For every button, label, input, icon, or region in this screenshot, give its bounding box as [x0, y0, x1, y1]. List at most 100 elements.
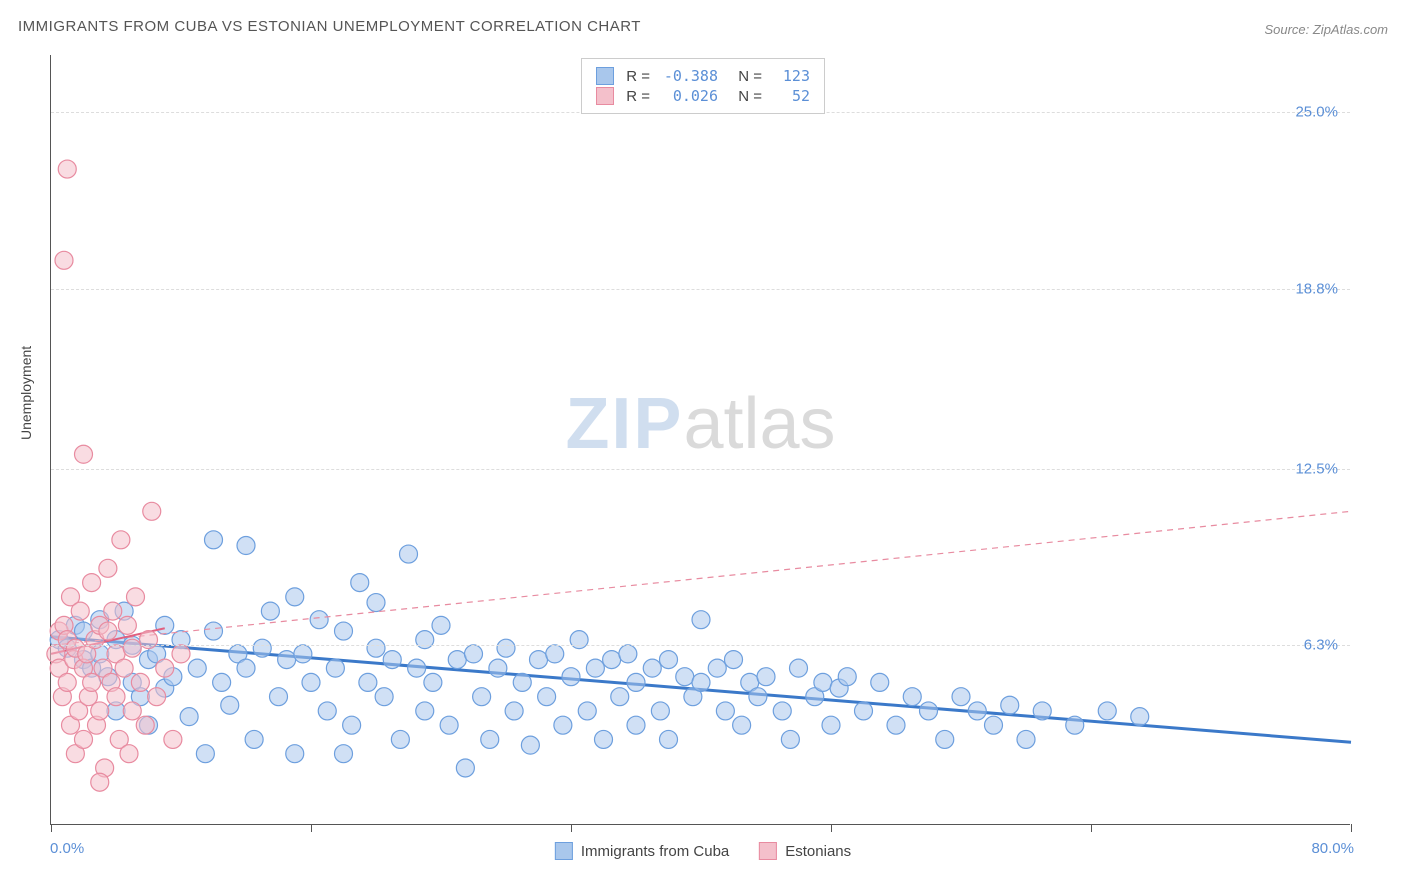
- data-point: [83, 574, 101, 592]
- data-point: [104, 602, 122, 620]
- data-point: [643, 659, 661, 677]
- plot-area: ZIPatlas 6.3%12.5%18.8%25.0%: [50, 55, 1350, 825]
- data-point: [99, 622, 117, 640]
- data-point: [99, 559, 117, 577]
- data-point: [716, 702, 734, 720]
- data-point: [424, 673, 442, 691]
- scatter-svg: [51, 55, 1350, 824]
- data-point: [554, 716, 572, 734]
- data-point: [692, 673, 710, 691]
- data-point: [335, 745, 353, 763]
- data-point: [749, 688, 767, 706]
- n-value: 52: [772, 87, 810, 105]
- data-point: [261, 602, 279, 620]
- r-label: R =: [624, 88, 650, 105]
- data-point: [1098, 702, 1116, 720]
- data-point: [188, 659, 206, 677]
- n-label: N =: [736, 88, 762, 105]
- data-point: [456, 759, 474, 777]
- data-point: [757, 668, 775, 686]
- data-point: [91, 702, 109, 720]
- data-point: [619, 645, 637, 663]
- data-point: [432, 616, 450, 634]
- data-point: [481, 730, 499, 748]
- data-point: [521, 736, 539, 754]
- data-point: [343, 716, 361, 734]
- data-point: [513, 673, 531, 691]
- data-point: [310, 611, 328, 629]
- data-point: [213, 673, 231, 691]
- data-point: [123, 702, 141, 720]
- data-point: [302, 673, 320, 691]
- data-point: [75, 730, 93, 748]
- data-point: [156, 659, 174, 677]
- data-point: [164, 730, 182, 748]
- data-point: [253, 639, 271, 657]
- data-point: [1131, 708, 1149, 726]
- data-point: [120, 745, 138, 763]
- data-point: [237, 659, 255, 677]
- data-point: [773, 702, 791, 720]
- data-point: [123, 639, 141, 657]
- data-point: [586, 659, 604, 677]
- data-point: [473, 688, 491, 706]
- legend-stat-row: R = -0.388 N = 123: [596, 67, 810, 85]
- legend-item: Immigrants from Cuba: [555, 842, 729, 860]
- data-point: [465, 645, 483, 663]
- y-axis-title: Unemployment: [18, 346, 34, 440]
- data-point: [118, 616, 136, 634]
- data-point: [294, 645, 312, 663]
- data-point: [172, 645, 190, 663]
- data-point: [58, 160, 76, 178]
- data-point: [692, 611, 710, 629]
- legend-stat-row: R = 0.026 N = 52: [596, 87, 810, 105]
- legend-stats: R = -0.388 N = 123 R = 0.026 N = 52: [581, 58, 825, 114]
- data-point: [351, 574, 369, 592]
- data-point: [790, 659, 808, 677]
- data-point: [359, 673, 377, 691]
- data-point: [1066, 716, 1084, 734]
- data-point: [58, 673, 76, 691]
- legend-item: Estonians: [759, 842, 851, 860]
- data-point: [887, 716, 905, 734]
- x-tick: [831, 824, 832, 832]
- data-point: [920, 702, 938, 720]
- y-tick-label: 25.0%: [1295, 104, 1338, 121]
- data-point: [530, 651, 548, 669]
- chart-title: IMMIGRANTS FROM CUBA VS ESTONIAN UNEMPLO…: [18, 18, 641, 35]
- data-point: [1033, 702, 1051, 720]
- data-point: [603, 651, 621, 669]
- legend-swatch: [759, 842, 777, 860]
- data-point: [115, 659, 133, 677]
- n-value: 123: [772, 67, 810, 85]
- y-tick-label: 6.3%: [1304, 637, 1338, 654]
- data-point: [156, 616, 174, 634]
- data-point: [383, 651, 401, 669]
- data-point: [367, 639, 385, 657]
- legend-swatch: [596, 67, 614, 85]
- x-tick: [51, 824, 52, 832]
- data-point: [660, 651, 678, 669]
- data-point: [627, 673, 645, 691]
- data-point: [408, 659, 426, 677]
- data-point: [855, 702, 873, 720]
- data-point: [822, 716, 840, 734]
- data-point: [611, 688, 629, 706]
- legend-swatch: [596, 87, 614, 105]
- data-point: [546, 645, 564, 663]
- data-point: [578, 702, 596, 720]
- r-value: -0.388: [660, 67, 718, 85]
- legend-swatch: [555, 842, 573, 860]
- data-point: [91, 773, 109, 791]
- data-point: [985, 716, 1003, 734]
- data-point: [497, 639, 515, 657]
- data-point: [318, 702, 336, 720]
- x-tick: [1351, 824, 1352, 832]
- data-point: [286, 745, 304, 763]
- data-point: [1017, 730, 1035, 748]
- data-point: [127, 588, 145, 606]
- data-point: [416, 702, 434, 720]
- data-point: [143, 502, 161, 520]
- x-tick: [1091, 824, 1092, 832]
- data-point: [180, 708, 198, 726]
